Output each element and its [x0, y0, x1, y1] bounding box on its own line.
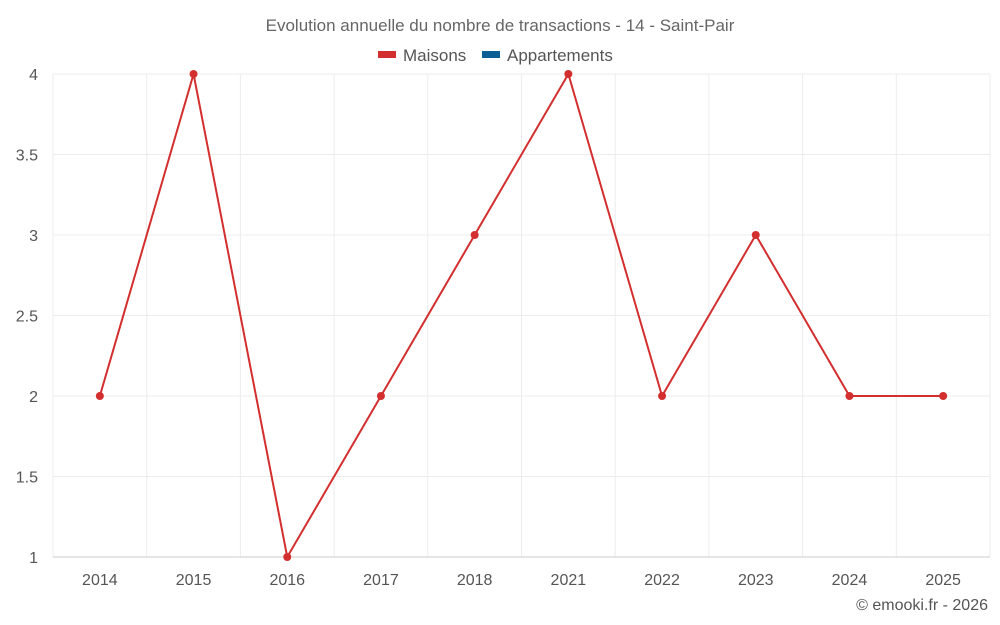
- legend-item[interactable]: Maisons: [378, 46, 466, 65]
- legend-swatch: [378, 51, 396, 58]
- x-axis: 2014 2015 2016 2017 2018 2021 2022 2023 2024 2025: [53, 556, 990, 589]
- legend-item[interactable]: Appartements: [482, 46, 613, 65]
- data-point[interactable]: [189, 70, 198, 78]
- data-point[interactable]: [95, 392, 104, 400]
- x-tick-label: 2023: [738, 572, 774, 589]
- x-tick-label: 2017: [363, 572, 399, 589]
- credit-text: © emooki.fr - 2026: [856, 597, 988, 614]
- series-layer: [95, 70, 948, 561]
- x-tick-label: 2025: [925, 572, 961, 589]
- data-point[interactable]: [939, 392, 948, 400]
- y-tick-label: 3.5: [16, 148, 38, 165]
- legend-label: Maisons: [403, 46, 466, 65]
- legend-swatch: [482, 51, 500, 58]
- x-tick-label: 2015: [176, 572, 212, 589]
- x-tick-label: 2024: [832, 572, 868, 589]
- y-tick-label: 2: [29, 389, 38, 406]
- data-point[interactable]: [470, 231, 479, 239]
- data-point[interactable]: [376, 392, 385, 400]
- y-tick-label: 1.5: [16, 470, 38, 487]
- data-point[interactable]: [658, 392, 667, 400]
- data-point[interactable]: [751, 231, 760, 239]
- x-tick-label: 2014: [82, 572, 118, 589]
- grid: [52, 73, 991, 558]
- y-tick-label: 4: [29, 67, 38, 84]
- x-tick-label: 2022: [644, 572, 680, 589]
- y-tick-label: 1: [29, 550, 38, 567]
- data-point[interactable]: [564, 70, 573, 78]
- y-axis: 1 1.5 2 2.5 3 3.5 4: [16, 67, 38, 567]
- y-tick-label: 2.5: [16, 309, 38, 326]
- series-line: [98, 71, 944, 560]
- y-tick-label: 3: [29, 228, 38, 245]
- chart-title: Evolution annuelle du nombre de transact…: [266, 16, 735, 35]
- legend-label: Appartements: [507, 46, 613, 65]
- x-tick-label: 2021: [551, 572, 587, 589]
- x-tick-label: 2018: [457, 572, 493, 589]
- x-tick-label: 2016: [269, 572, 305, 589]
- data-point[interactable]: [845, 392, 854, 400]
- data-point[interactable]: [283, 553, 292, 561]
- legend: Maisons Appartements: [378, 46, 613, 65]
